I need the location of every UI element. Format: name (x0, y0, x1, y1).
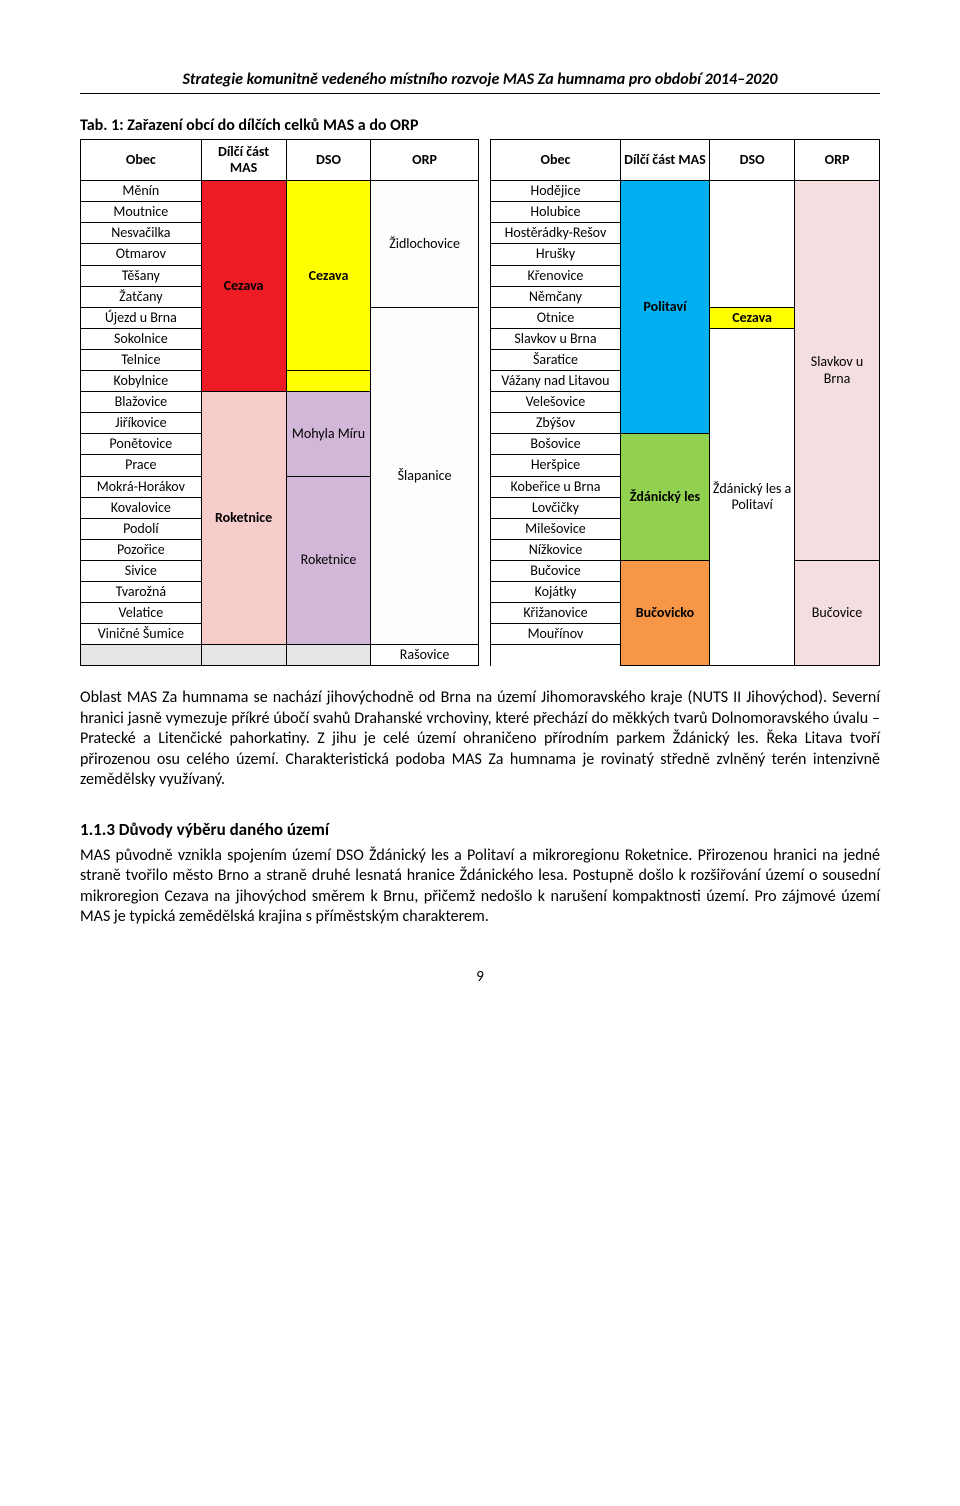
left-obec: Prace (81, 455, 202, 476)
left-obec: Kobylnice (81, 371, 202, 392)
th-dilci-left: Dílčí část MAS (201, 140, 286, 181)
left-mas-roketnice: Roketnice (201, 392, 286, 645)
table-title: Tab. 1: Zařazení obcí do dílčích celků M… (80, 116, 880, 135)
right-obec: Křižanovice (491, 603, 621, 624)
th-orp-left: ORP (371, 140, 478, 181)
paragraph-2: MAS původně vznikla spojením území DSO Ž… (80, 846, 880, 928)
left-obec: Nesvačilka (81, 223, 202, 244)
right-orp-bucovice: Bučovice (795, 560, 880, 665)
left-dso-roketnice: Roketnice (286, 476, 371, 645)
th-orp-right: ORP (795, 140, 880, 181)
right-mas-zdanicky: Ždánický les (620, 434, 709, 561)
left-obec: Telnice (81, 349, 202, 370)
th-dilci-right: Dílčí část MAS (620, 140, 709, 181)
left-dso-mohyla: Mohyla Míru (286, 392, 371, 476)
left-obec: Žatčany (81, 286, 202, 307)
right-orp-slavkov: Slavkov u Brna (795, 181, 880, 561)
left-obec: Kovalovice (81, 497, 202, 518)
left-obec: Tvarožná (81, 581, 202, 602)
left-obec: Mokrá-Horákov (81, 476, 202, 497)
right-obec: Nížkovice (491, 539, 621, 560)
left-orp-zidlochovice: Židlochovice (371, 181, 478, 308)
left-obec: Velatice (81, 603, 202, 624)
left-orp-slapanice: Šlapanice (371, 307, 478, 645)
right-obec: Bošovice (491, 434, 621, 455)
left-empty (201, 645, 286, 666)
right-obec: Milešovice (491, 518, 621, 539)
left-obec: Otmarov (81, 244, 202, 265)
right-mas-politavi: Politaví (620, 181, 709, 434)
left-obec: Sokolnice (81, 328, 202, 349)
section-heading: 1.1.3 Důvody výběru daného území (80, 819, 880, 840)
left-mas-cezava: Cezava (201, 181, 286, 392)
left-obec: Sivice (81, 560, 202, 581)
right-obec: Heršpice (491, 455, 621, 476)
table-gap (478, 140, 490, 666)
right-dso-cezava: Cezava (710, 307, 795, 328)
right-obec: Velešovice (491, 392, 621, 413)
right-obec: Slavkov u Brna (491, 328, 621, 349)
right-dso-blank-top (710, 181, 795, 308)
header-rule (80, 93, 880, 94)
th-obec-left: Obec (81, 140, 202, 181)
left-dso-cezava: Cezava (286, 181, 371, 371)
left-obec: Jiříkovice (81, 413, 202, 434)
right-obec: Vážany nad Litavou (491, 371, 621, 392)
right-obec: Šaratice (491, 349, 621, 370)
left-obec: Podolí (81, 518, 202, 539)
th-dso-left: DSO (286, 140, 371, 181)
left-obec: Viničné Šumice (81, 624, 202, 645)
right-obec: Kojátky (491, 581, 621, 602)
right-obec: Rašovice (371, 645, 478, 666)
right-dso-zdanicky: Ždánický les a Politaví (710, 328, 795, 666)
paragraph-1: Oblast MAS Za humnama se nachází jihovýc… (80, 688, 880, 790)
th-dso-right: DSO (710, 140, 795, 181)
right-obec: Otnice (491, 307, 621, 328)
right-obec: Hostěrádky-Rešov (491, 223, 621, 244)
right-obec: Kobeřice u Brna (491, 476, 621, 497)
left-obec: Blažovice (81, 392, 202, 413)
page-number: 9 (80, 968, 880, 986)
right-obec: Křenovice (491, 265, 621, 286)
allocation-table: Obec Dílčí část MAS DSO ORP Obec Dílčí č… (80, 139, 880, 666)
left-empty (81, 645, 202, 666)
left-obec: Těšany (81, 265, 202, 286)
right-obec: Hrušky (491, 244, 621, 265)
left-obec: Pozořice (81, 539, 202, 560)
left-empty (286, 645, 371, 666)
right-obec: Zbýšov (491, 413, 621, 434)
right-mas-bucovicko: Bučovicko (620, 560, 709, 665)
right-obec: Hodějice (491, 181, 621, 202)
left-obec: Ponětovice (81, 434, 202, 455)
right-obec: Bučovice (491, 560, 621, 581)
left-obec: Moutnice (81, 202, 202, 223)
right-obec: Lovčičky (491, 497, 621, 518)
right-obec: Mouřínov (491, 624, 621, 645)
right-obec: Holubice (491, 202, 621, 223)
left-dso-cezava-ext (286, 371, 371, 392)
page-header: Strategie komunitně vedeného místního ro… (80, 70, 880, 89)
left-obec: Měnín (81, 181, 202, 202)
right-obec: Němčany (491, 286, 621, 307)
th-obec-right: Obec (491, 140, 621, 181)
left-obec: Újezd u Brna (81, 307, 202, 328)
